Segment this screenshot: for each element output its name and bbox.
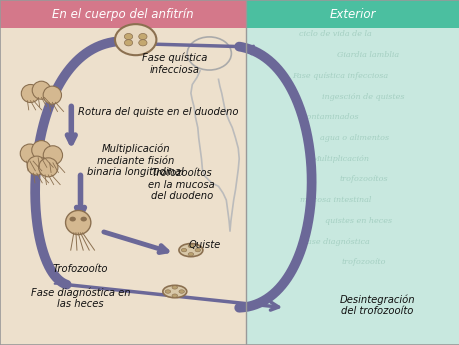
Text: Multiplicación: Multiplicación (311, 155, 369, 163)
Text: Fase diagnóstica: Fase diagnóstica (301, 237, 369, 246)
Ellipse shape (39, 158, 58, 177)
Ellipse shape (43, 86, 62, 104)
Text: agua o alimentos: agua o alimentos (319, 134, 388, 142)
Text: Fase diagnóstica en
las heces: Fase diagnóstica en las heces (31, 287, 130, 309)
Circle shape (115, 24, 156, 55)
Text: ciclo de vida de la: ciclo de vida de la (299, 30, 371, 39)
Text: Rotura del quiste en el duodeno: Rotura del quiste en el duodeno (78, 107, 238, 117)
Bar (246, 0, 459, 345)
Text: Quiste: Quiste (188, 240, 220, 250)
Ellipse shape (66, 210, 91, 235)
Text: trofozooítos: trofozooítos (338, 175, 387, 184)
Text: Trofozooíto: Trofozooíto (53, 264, 108, 274)
Circle shape (124, 33, 132, 40)
Circle shape (139, 33, 147, 40)
Ellipse shape (195, 248, 200, 252)
Text: Fase quística
infecciosa: Fase quística infecciosa (142, 53, 207, 75)
Ellipse shape (172, 286, 177, 289)
Circle shape (69, 217, 76, 221)
Bar (0, 0, 246, 345)
Text: Multiplicación
mediante fisión
binaria longitudinal: Multiplicación mediante fisión binaria l… (87, 144, 184, 177)
Ellipse shape (165, 290, 170, 293)
Bar (246, 0, 459, 28)
Text: ingesción de quistes: ingesción de quistes (321, 92, 404, 101)
Ellipse shape (32, 141, 51, 159)
Ellipse shape (27, 156, 46, 175)
Ellipse shape (32, 81, 50, 99)
Ellipse shape (21, 85, 39, 102)
Ellipse shape (20, 144, 39, 163)
Text: En el cuerpo del anfitrín: En el cuerpo del anfitrín (52, 8, 193, 21)
Bar (0, 0, 246, 28)
Ellipse shape (179, 244, 202, 257)
Text: Giardia lamblia: Giardia lamblia (336, 51, 398, 59)
Ellipse shape (188, 244, 193, 248)
Text: Trofozooítos
en la mucosa
del duodeno: Trofozooítos en la mucosa del duodeno (148, 168, 215, 201)
Ellipse shape (181, 248, 186, 252)
Text: mucosa intestinal: mucosa intestinal (299, 196, 371, 204)
Text: contaminados: contaminados (302, 113, 359, 121)
Ellipse shape (172, 294, 177, 297)
Text: Desintegración
del trofozooíto: Desintegración del trofozooíto (339, 294, 414, 316)
Circle shape (124, 40, 132, 46)
Circle shape (139, 40, 147, 46)
Text: Exterior: Exterior (329, 8, 375, 21)
Ellipse shape (188, 253, 193, 256)
Circle shape (80, 217, 87, 221)
Text: trofozooíto: trofozooíto (341, 258, 385, 266)
Ellipse shape (179, 290, 184, 293)
Ellipse shape (43, 146, 62, 165)
Ellipse shape (162, 285, 186, 298)
Text: Fase quística infecciosa: Fase quística infecciosa (292, 72, 387, 80)
Text: quistes en heces: quistes en heces (325, 217, 392, 225)
